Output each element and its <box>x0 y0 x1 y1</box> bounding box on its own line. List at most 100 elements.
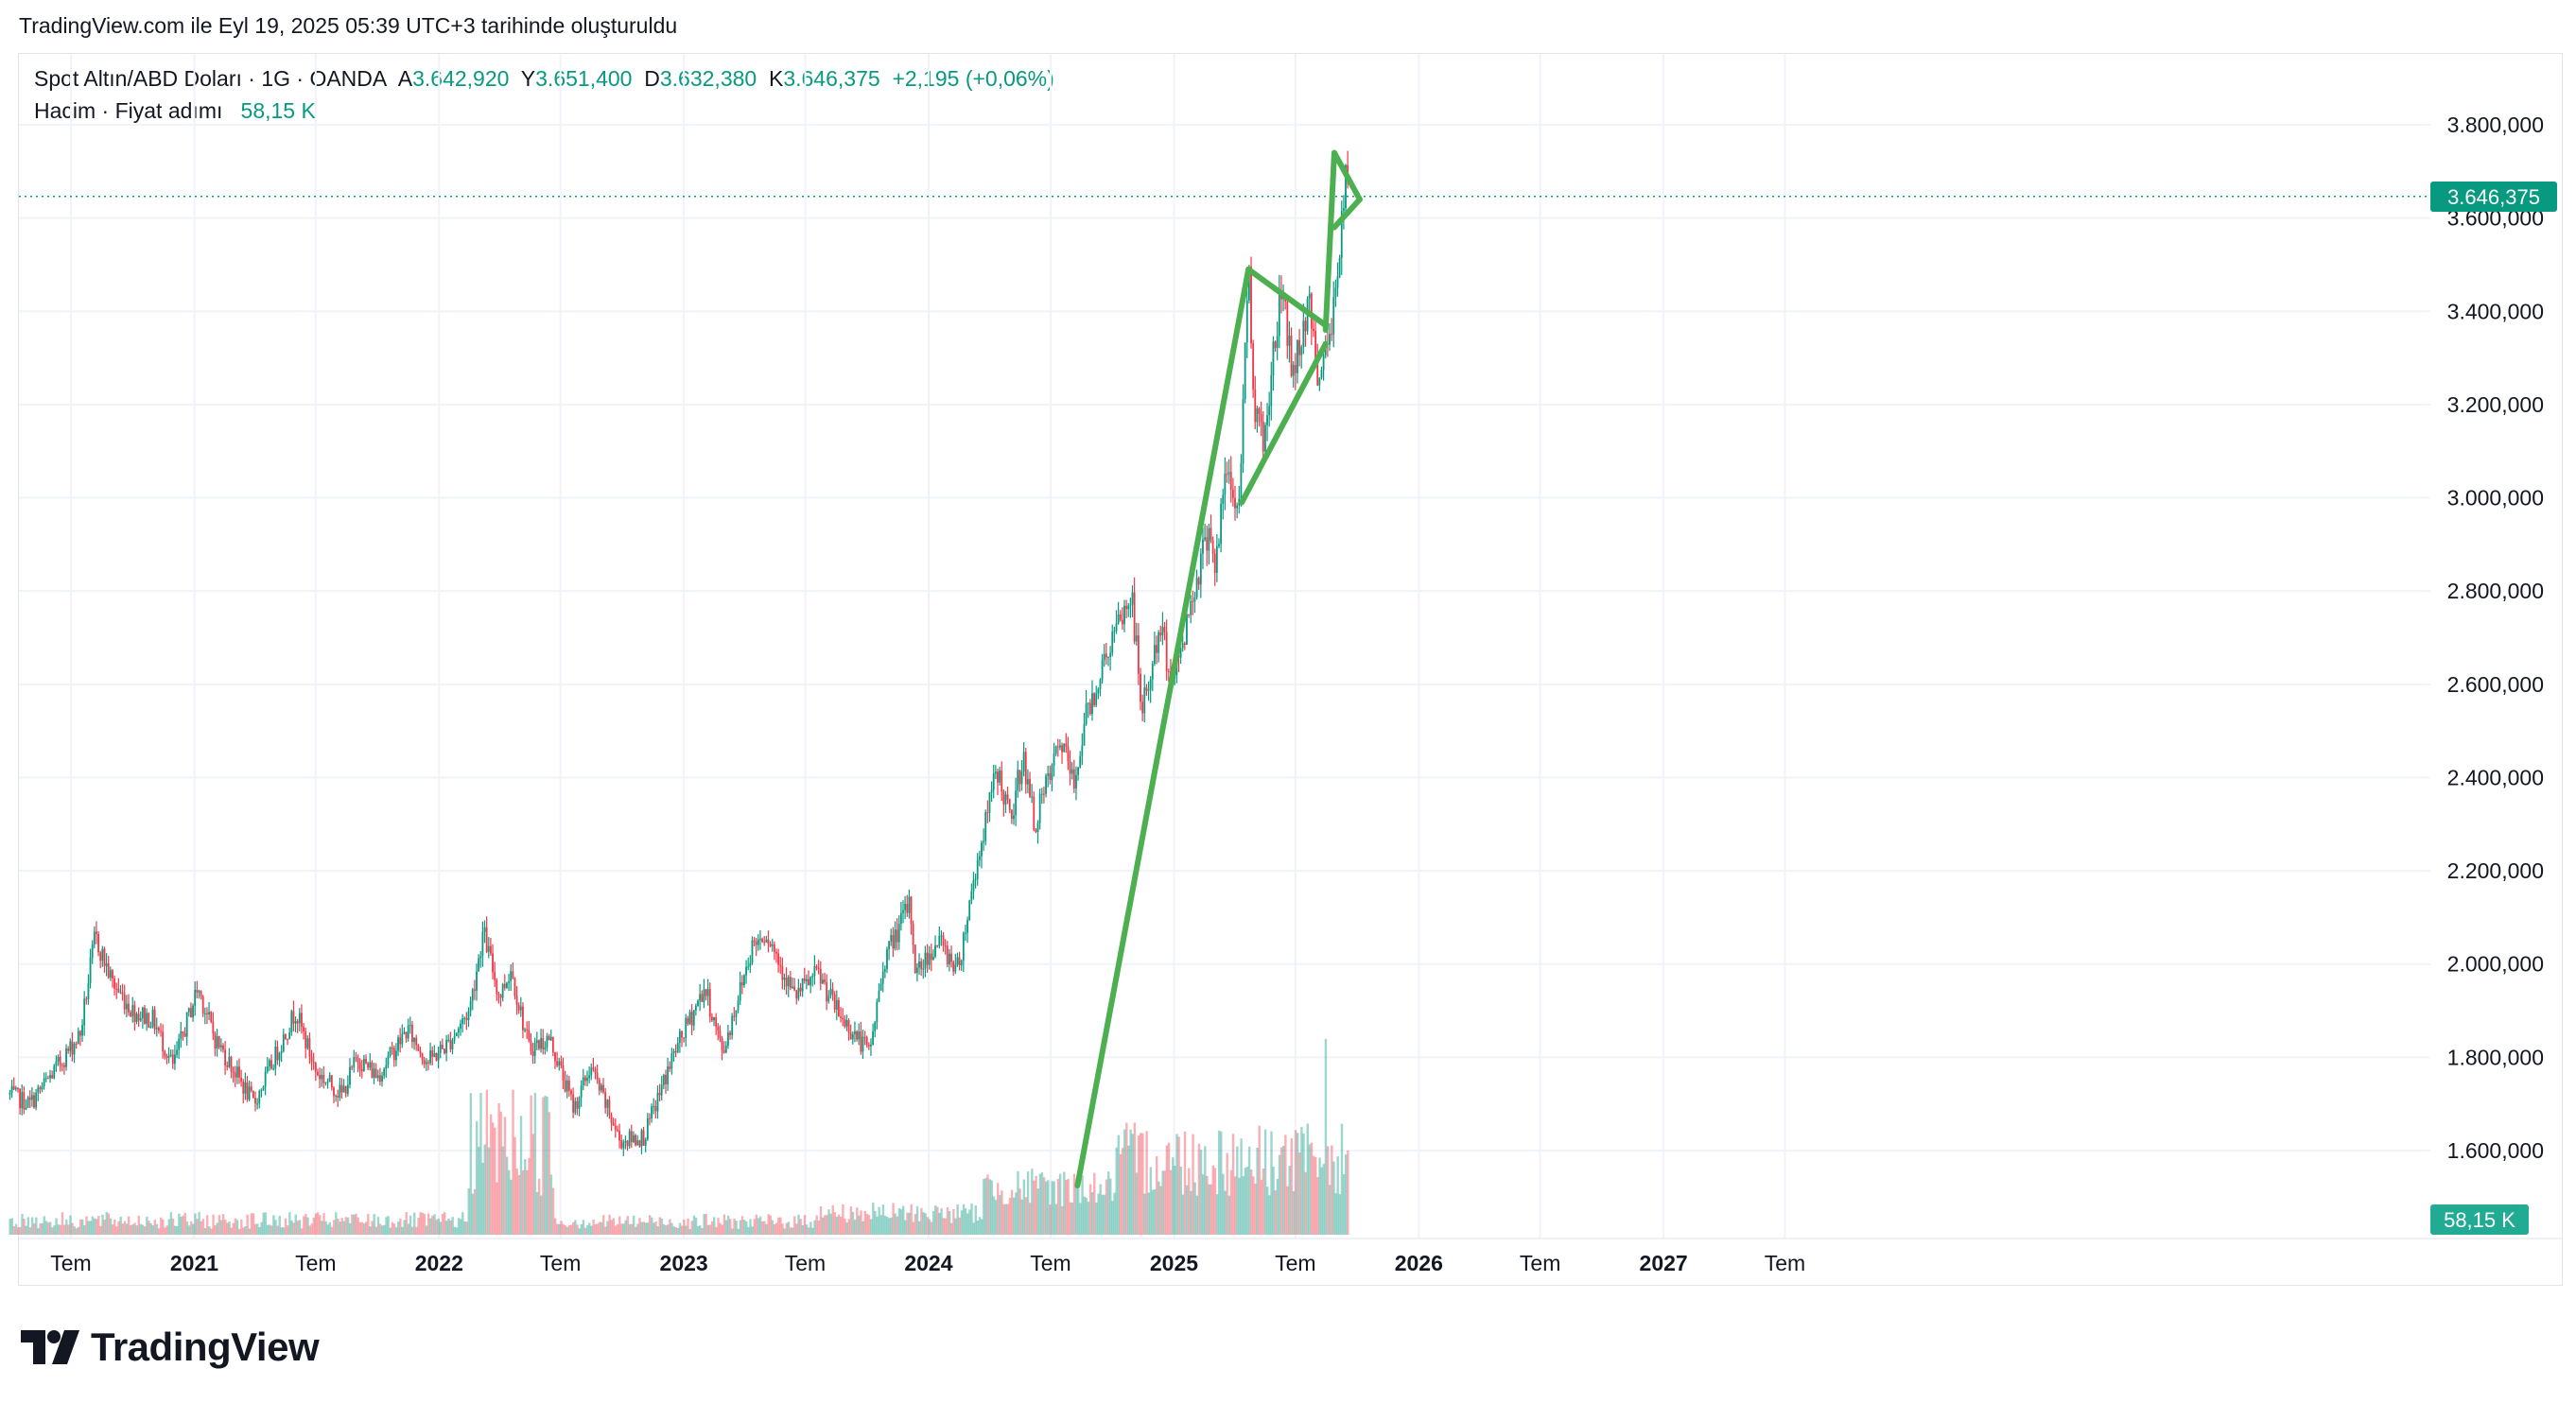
volume-bar <box>1226 1152 1228 1235</box>
volume-bar <box>1179 1166 1182 1235</box>
candle-body <box>582 1077 584 1086</box>
candle-body <box>596 1072 599 1080</box>
volume-bar <box>1008 1198 1012 1235</box>
time-axis[interactable]: Tem 2021 Tem 2022 Tem 2023 Tem 2024 Tem 2025 Tem 20… <box>19 1238 2563 1275</box>
volume-bar <box>731 1228 734 1235</box>
trend-line[interactable] <box>1331 196 1363 231</box>
volume-bar <box>351 1214 354 1235</box>
volume-bar <box>851 1211 855 1235</box>
volume-bar <box>862 1221 864 1235</box>
candle-body <box>809 977 812 986</box>
tradingview-logo[interactable]: TradingView <box>21 1324 320 1371</box>
candle-body <box>847 1020 850 1033</box>
volume-bar <box>775 1222 778 1235</box>
volume-bar <box>703 1214 705 1235</box>
candle-body <box>461 1018 464 1025</box>
volume-bar <box>706 1224 710 1235</box>
volume-bar <box>335 1212 338 1235</box>
candle-body <box>258 1090 261 1104</box>
volume-bar <box>459 1219 462 1235</box>
volume-bar <box>510 1179 513 1235</box>
volume-bar <box>1201 1174 1205 1235</box>
candle-body <box>831 989 834 995</box>
candle-body <box>218 1036 220 1048</box>
candle-body <box>1242 399 1244 464</box>
trend-line[interactable] <box>1239 340 1329 506</box>
volume-bar <box>719 1222 722 1235</box>
candle-body <box>676 1042 679 1053</box>
symbol-name[interactable]: Spot Altın/ABD Doları · 1G · OANDA <box>34 66 388 91</box>
volume-bar <box>26 1217 30 1235</box>
volume-bar <box>602 1215 605 1235</box>
volume-label[interactable]: Hacim · Fiyat adımı <box>34 98 223 123</box>
candle-body <box>499 995 502 998</box>
volume-bar <box>1042 1177 1046 1235</box>
trend-line[interactable] <box>1331 149 1363 202</box>
candle-body <box>1193 598 1196 602</box>
volume-bar <box>528 1157 531 1235</box>
volume-bar <box>99 1225 102 1235</box>
candle-body <box>694 1005 697 1011</box>
trend-line[interactable] <box>1245 266 1329 329</box>
volume-bar <box>548 1112 550 1235</box>
candle-body <box>374 1068 377 1079</box>
candle-body <box>570 1090 572 1095</box>
volume-bar <box>1240 1138 1243 1235</box>
candle-body <box>117 988 120 993</box>
volume-bar <box>439 1221 443 1235</box>
volume-bar <box>897 1207 901 1235</box>
volume-bar <box>1211 1165 1215 1235</box>
volume-bar <box>405 1212 408 1235</box>
candle-body <box>1318 377 1321 386</box>
volume-bar <box>926 1217 929 1235</box>
candle-body <box>566 1080 568 1092</box>
volume-bar <box>228 1221 231 1235</box>
volume-bar <box>339 1221 341 1235</box>
candle-body <box>793 986 796 991</box>
volume-bar <box>1254 1183 1257 1235</box>
candles <box>9 150 1349 1156</box>
candle-body <box>1043 793 1045 795</box>
volume-bar <box>219 1220 223 1235</box>
volume-bar <box>105 1212 108 1235</box>
trend-drawings[interactable] <box>1074 149 1363 1188</box>
volume-bar <box>881 1204 885 1235</box>
volume-bar <box>1345 1154 1348 1235</box>
candle-body <box>97 934 99 953</box>
candle-body <box>1264 424 1266 452</box>
volume-bar <box>93 1218 96 1235</box>
chart-frame[interactable] <box>18 53 2563 1286</box>
volume-bar <box>1156 1155 1158 1235</box>
trend-line[interactable] <box>1322 149 1337 333</box>
candle-body <box>1137 635 1140 674</box>
volume-bar <box>113 1219 116 1235</box>
candle-body <box>399 1037 402 1045</box>
volume-bar <box>765 1223 768 1235</box>
volume-bar <box>266 1224 270 1235</box>
price-axis[interactable]: 3.800,0003.600,0003.400,0003.200,0003.00… <box>2447 113 2544 1163</box>
volume-bar <box>1103 1194 1106 1235</box>
candle-body <box>10 1085 13 1093</box>
volume-bar <box>840 1217 843 1235</box>
candle-body <box>358 1062 361 1069</box>
candle-body <box>328 1075 331 1083</box>
volume-bar <box>1169 1169 1173 1235</box>
candle-body <box>9 1092 11 1095</box>
candle-body <box>567 1080 570 1091</box>
volume-bar <box>1336 1156 1339 1235</box>
candle-body <box>1186 614 1188 645</box>
candle-body <box>835 999 838 1010</box>
volume-bar <box>930 1221 933 1235</box>
candle-body <box>1047 773 1050 776</box>
candle-body <box>956 957 959 965</box>
volume-bar <box>972 1222 975 1235</box>
candle-body <box>974 878 977 880</box>
volume-bar <box>1256 1147 1259 1235</box>
trend-line[interactable] <box>1074 266 1252 1188</box>
volume-bar <box>824 1215 827 1235</box>
candle-body <box>654 1106 657 1112</box>
candle-body <box>171 1054 174 1065</box>
volume-bar <box>984 1177 987 1235</box>
volume-bar <box>1061 1205 1064 1235</box>
